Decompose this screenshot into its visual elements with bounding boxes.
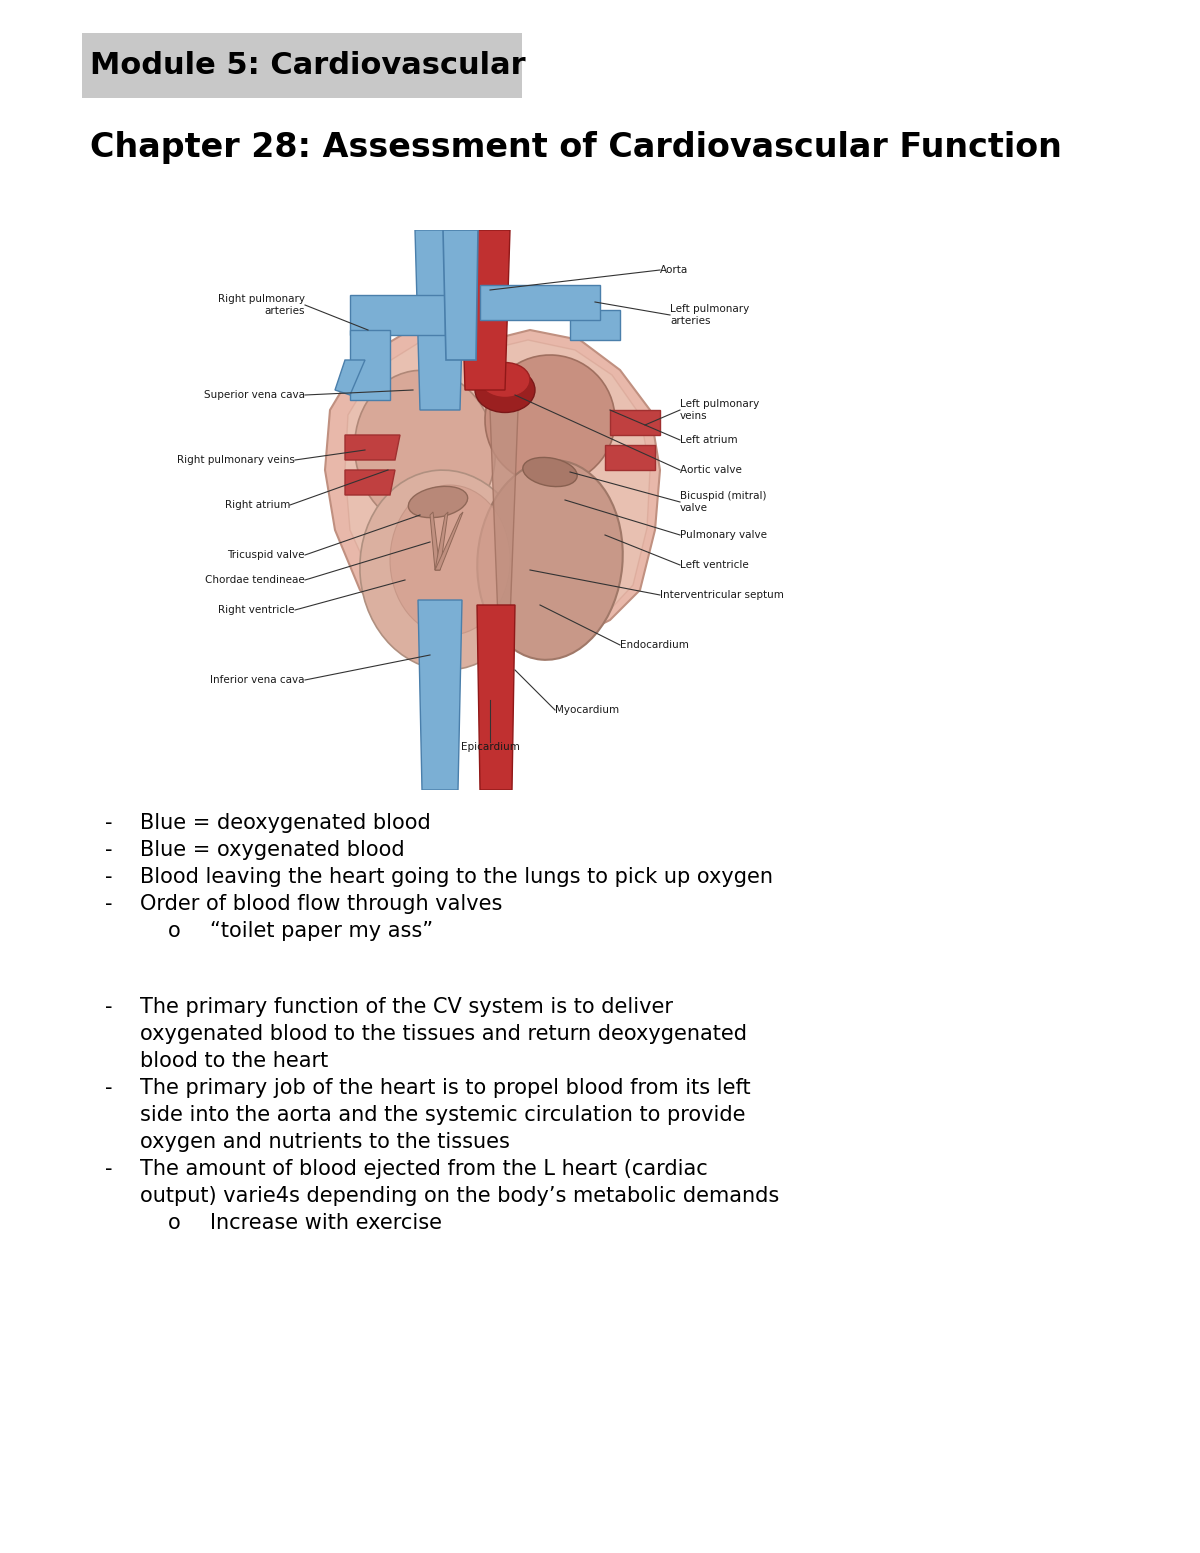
Text: Endocardium: Endocardium bbox=[620, 640, 689, 651]
Text: Epicardium: Epicardium bbox=[461, 742, 520, 752]
Ellipse shape bbox=[390, 485, 510, 635]
Text: Blue = oxygenated blood: Blue = oxygenated blood bbox=[140, 840, 404, 860]
Text: output) varie4s depending on the body’s metabolic demands: output) varie4s depending on the body’s … bbox=[140, 1185, 779, 1205]
Text: Chapter 28: Assessment of Cardiovascular Function: Chapter 28: Assessment of Cardiovascular… bbox=[90, 132, 1062, 165]
Text: Aorta: Aorta bbox=[660, 266, 689, 275]
Ellipse shape bbox=[408, 486, 468, 517]
Text: Aortic valve: Aortic valve bbox=[680, 464, 742, 475]
Text: -: - bbox=[106, 997, 113, 1017]
Ellipse shape bbox=[475, 368, 535, 413]
Text: Superior vena cava: Superior vena cava bbox=[204, 390, 305, 401]
Text: o: o bbox=[168, 1213, 181, 1233]
Ellipse shape bbox=[480, 362, 530, 398]
Polygon shape bbox=[346, 471, 395, 495]
Text: Left atrium: Left atrium bbox=[680, 435, 738, 446]
Text: The primary function of the CV system is to deliver: The primary function of the CV system is… bbox=[140, 997, 673, 1017]
Text: “toilet paper my ass”: “toilet paper my ass” bbox=[210, 921, 433, 941]
Polygon shape bbox=[610, 410, 660, 435]
Polygon shape bbox=[460, 230, 510, 390]
Polygon shape bbox=[418, 599, 462, 790]
Text: Order of blood flow through valves: Order of blood flow through valves bbox=[140, 895, 503, 915]
Polygon shape bbox=[443, 230, 478, 360]
Text: blood to the heart: blood to the heart bbox=[140, 1050, 329, 1070]
Text: -: - bbox=[106, 1159, 113, 1179]
Polygon shape bbox=[480, 286, 600, 320]
Polygon shape bbox=[325, 329, 660, 651]
Polygon shape bbox=[346, 435, 400, 460]
Polygon shape bbox=[436, 512, 463, 570]
Text: oxygen and nutrients to the tissues: oxygen and nutrients to the tissues bbox=[140, 1132, 510, 1152]
Polygon shape bbox=[335, 360, 365, 394]
Text: Left ventricle: Left ventricle bbox=[680, 561, 749, 570]
Text: Right pulmonary veins: Right pulmonary veins bbox=[178, 455, 295, 464]
Text: Chordae tendineae: Chordae tendineae bbox=[205, 575, 305, 585]
Ellipse shape bbox=[360, 471, 530, 669]
Ellipse shape bbox=[485, 356, 616, 485]
Text: Interventricular septum: Interventricular septum bbox=[660, 590, 784, 599]
Text: Blood leaving the heart going to the lungs to pick up oxygen: Blood leaving the heart going to the lun… bbox=[140, 867, 773, 887]
Polygon shape bbox=[490, 410, 518, 620]
Polygon shape bbox=[570, 311, 620, 340]
Text: Bicuspid (mitral)
valve: Bicuspid (mitral) valve bbox=[680, 491, 767, 512]
Text: -: - bbox=[106, 814, 113, 832]
Text: Increase with exercise: Increase with exercise bbox=[210, 1213, 442, 1233]
Ellipse shape bbox=[355, 370, 496, 530]
Polygon shape bbox=[415, 230, 466, 410]
Text: Inferior vena cava: Inferior vena cava bbox=[210, 676, 305, 685]
Text: -: - bbox=[106, 867, 113, 887]
Text: -: - bbox=[106, 895, 113, 915]
Text: Blue = deoxygenated blood: Blue = deoxygenated blood bbox=[140, 814, 431, 832]
Text: The primary job of the heart is to propel blood from its left: The primary job of the heart is to prope… bbox=[140, 1078, 751, 1098]
Ellipse shape bbox=[478, 460, 623, 660]
Polygon shape bbox=[605, 446, 655, 471]
Polygon shape bbox=[346, 340, 650, 640]
Text: Left pulmonary
arteries: Left pulmonary arteries bbox=[670, 304, 749, 326]
Text: side into the aorta and the systemic circulation to provide: side into the aorta and the systemic cir… bbox=[140, 1104, 745, 1124]
Text: Right pulmonary
arteries: Right pulmonary arteries bbox=[218, 294, 305, 315]
Text: Right ventricle: Right ventricle bbox=[218, 606, 295, 615]
Text: Left pulmonary
veins: Left pulmonary veins bbox=[680, 399, 760, 421]
FancyBboxPatch shape bbox=[82, 33, 522, 98]
Text: oxygenated blood to the tissues and return deoxygenated: oxygenated blood to the tissues and retu… bbox=[140, 1023, 746, 1044]
Text: The amount of blood ejected from the L heart (cardiac: The amount of blood ejected from the L h… bbox=[140, 1159, 708, 1179]
Text: o: o bbox=[168, 921, 181, 941]
Text: Tricuspid valve: Tricuspid valve bbox=[228, 550, 305, 561]
Text: Myocardium: Myocardium bbox=[554, 705, 619, 714]
Polygon shape bbox=[430, 512, 440, 570]
Ellipse shape bbox=[523, 458, 577, 486]
Polygon shape bbox=[350, 329, 390, 401]
Text: Pulmonary valve: Pulmonary valve bbox=[680, 530, 767, 540]
Text: -: - bbox=[106, 840, 113, 860]
Text: Right atrium: Right atrium bbox=[224, 500, 290, 509]
Polygon shape bbox=[478, 606, 515, 790]
Text: -: - bbox=[106, 1078, 113, 1098]
Polygon shape bbox=[350, 295, 445, 335]
Text: Module 5: Cardiovascular: Module 5: Cardiovascular bbox=[90, 51, 526, 79]
Polygon shape bbox=[436, 512, 448, 570]
